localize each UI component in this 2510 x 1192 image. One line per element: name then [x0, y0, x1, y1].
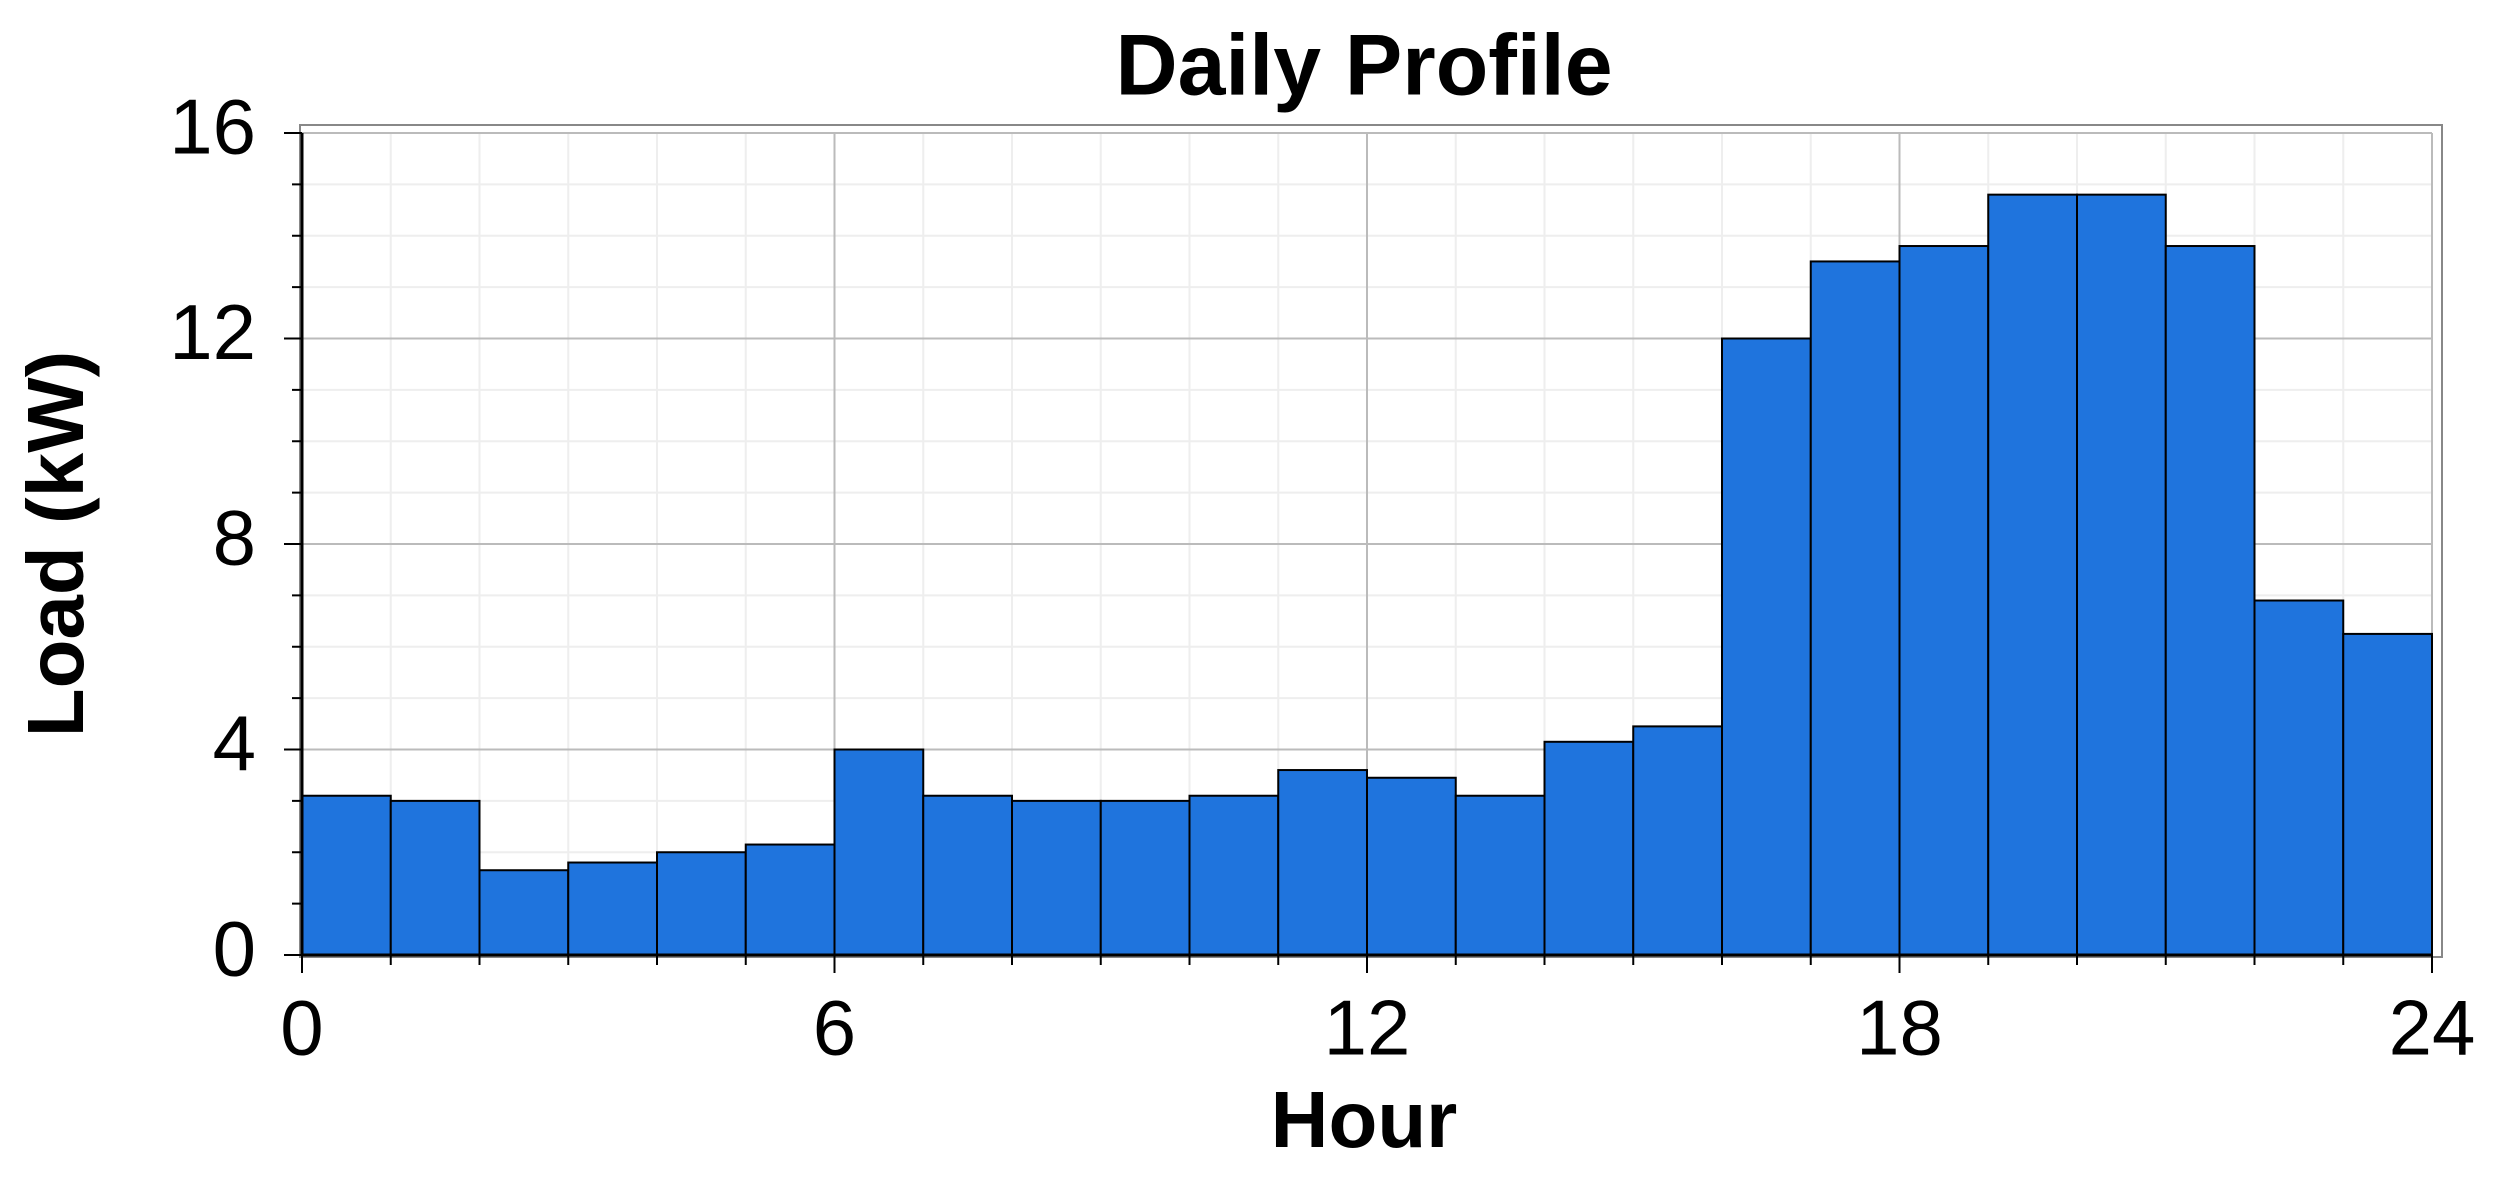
bar: [656, 851, 747, 956]
bar: [1987, 193, 2078, 956]
bar: [1898, 245, 1990, 956]
plot-frame: [299, 124, 2443, 958]
bar: [1277, 769, 1368, 956]
y-tick-label: 4: [213, 699, 256, 787]
x-axis-label: Hour: [1271, 1075, 1458, 1164]
bar: [478, 869, 570, 957]
bar: [744, 843, 836, 957]
x-tick-label: 18: [1856, 984, 1943, 1072]
x-tick-label: 0: [280, 984, 323, 1072]
y-tick-label: 0: [213, 905, 256, 993]
x-tick-label: 12: [1324, 984, 1411, 1072]
bar: [1188, 794, 1280, 956]
bar: [2164, 245, 2256, 956]
chart-title: Daily Profile: [1115, 18, 1612, 114]
y-tick-label: 12: [169, 288, 256, 376]
y-tick-label: 16: [169, 83, 256, 171]
bar: [833, 748, 925, 956]
bar: [2076, 193, 2167, 956]
bar: [1543, 740, 1635, 957]
x-tick-label: 6: [813, 984, 856, 1072]
bar: [389, 799, 481, 956]
x-tick-label: 24: [2389, 984, 2476, 1072]
bar: [1454, 794, 1546, 956]
bar: [1366, 776, 1457, 956]
bar: [1809, 260, 1901, 956]
y-axis-label: Load (kW): [11, 351, 100, 738]
bar: [1011, 799, 1102, 956]
bar: [922, 794, 1013, 956]
y-tick-label: 8: [213, 494, 256, 582]
bar: [2253, 599, 2345, 956]
bar: [1099, 799, 1191, 956]
bar: [1632, 725, 1723, 956]
bar: [1721, 337, 1812, 956]
bar: [301, 794, 392, 956]
bar: [567, 861, 658, 957]
bar: [2342, 632, 2433, 956]
